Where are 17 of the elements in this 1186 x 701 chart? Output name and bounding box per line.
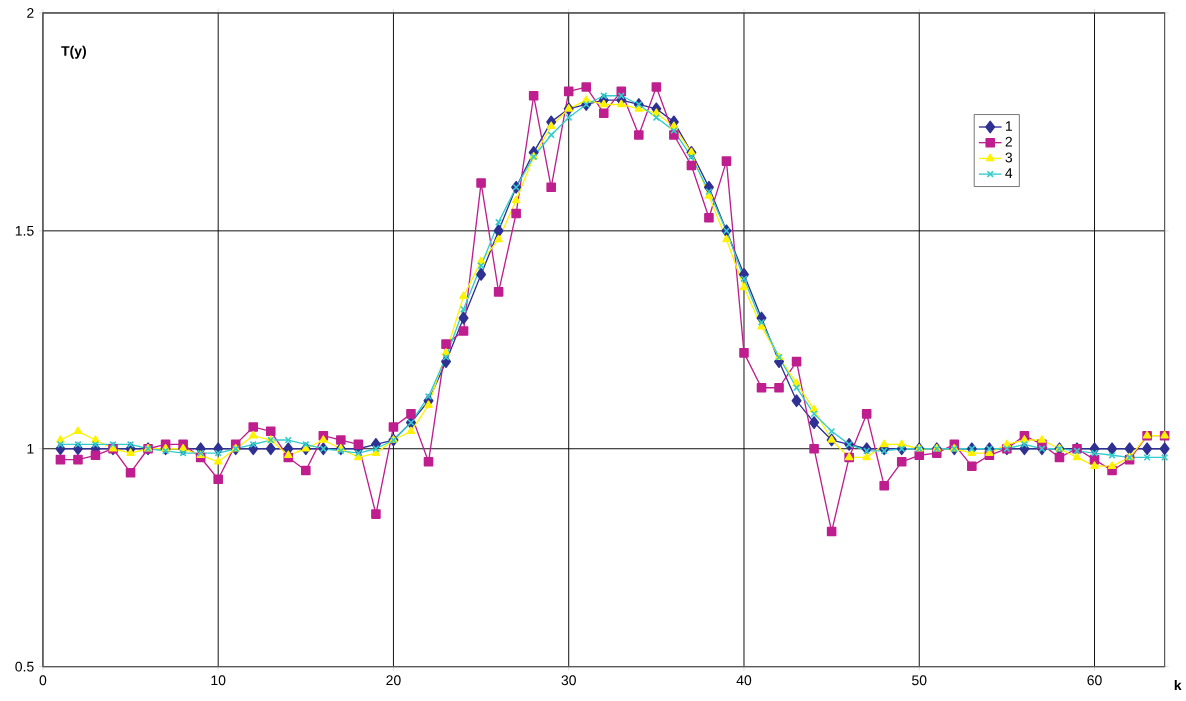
x-axis-title: k	[1174, 680, 1182, 691]
x-tick-label: 10	[211, 675, 226, 686]
legend-label: 3	[1005, 152, 1013, 163]
x-tick-label: 50	[912, 675, 927, 686]
x-tick-label: 40	[736, 675, 752, 686]
y-tick-label: 1.5	[15, 226, 34, 236]
x-tick-label: 30	[561, 675, 576, 686]
x-tick-label: 20	[386, 675, 401, 686]
x-tick-label: 0	[39, 675, 47, 686]
legend-label: 1	[1005, 121, 1012, 132]
legend-label: 4	[1005, 168, 1013, 179]
y-tick-label: 1	[27, 444, 34, 454]
y-axis-title: T(y)	[61, 45, 86, 59]
legend-label: 2	[1005, 137, 1012, 147]
x-tick-label: 60	[1087, 675, 1102, 686]
y-tick-label: 0.5	[15, 661, 34, 672]
y-tick-label: 2	[27, 8, 34, 19]
